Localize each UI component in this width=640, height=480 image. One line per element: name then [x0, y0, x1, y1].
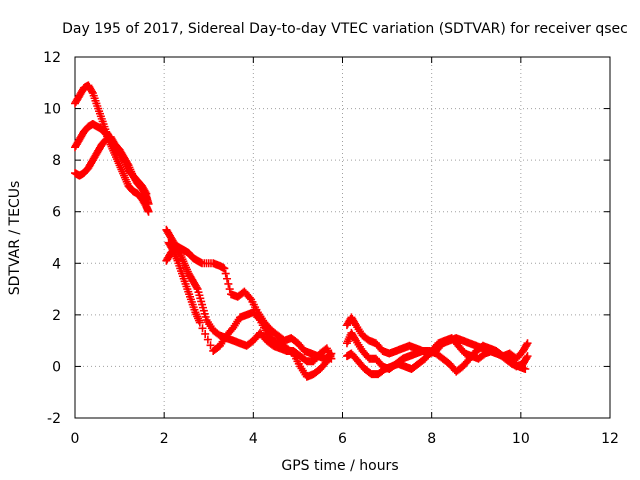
- data-point: [206, 341, 215, 350]
- x-axis-label: GPS time / hours: [281, 458, 398, 474]
- data-point: [144, 207, 153, 216]
- data-point: [326, 351, 335, 360]
- data-points: [71, 81, 532, 381]
- data-point: [521, 365, 530, 374]
- data-point: [254, 314, 263, 323]
- x-tick-label: 6: [338, 431, 347, 447]
- data-point: [223, 274, 232, 283]
- data-point: [245, 293, 254, 302]
- y-tick-label: 6: [52, 205, 61, 221]
- x-tick-label: 10: [512, 431, 530, 447]
- y-tick-label: 2: [52, 308, 61, 324]
- y-tick-label: 12: [43, 50, 61, 66]
- series-2: [71, 120, 153, 216]
- y-tick-label: 10: [43, 102, 61, 118]
- y-tick-label: -2: [47, 411, 61, 427]
- data-point: [201, 329, 210, 338]
- data-point: [198, 324, 207, 333]
- data-point: [523, 339, 532, 348]
- data-point: [224, 279, 233, 288]
- y-axis-label: SDTVAR / TECUs: [7, 181, 23, 296]
- series-6: [164, 238, 336, 381]
- data-point: [123, 159, 132, 168]
- data-point: [142, 189, 151, 198]
- data-point: [523, 352, 532, 361]
- data-point: [192, 283, 201, 292]
- data-point: [522, 340, 531, 349]
- data-point: [87, 87, 96, 96]
- data-point: [168, 244, 177, 253]
- series-4: [162, 225, 334, 363]
- data-point: [522, 353, 531, 362]
- series-9: [342, 334, 530, 379]
- x-tick-label: 4: [249, 431, 258, 447]
- y-tick-label: 4: [52, 256, 61, 272]
- data-point: [220, 264, 229, 273]
- x-tick-label: 0: [71, 431, 80, 447]
- data-point: [141, 188, 150, 197]
- chart-title: Day 195 of 2017, Sidereal Day-to-day VTE…: [62, 21, 628, 37]
- data-point: [225, 285, 234, 294]
- data-point: [195, 318, 204, 327]
- x-tick-label: 8: [427, 431, 436, 447]
- series-3: [71, 132, 151, 198]
- x-tick-label: 2: [160, 431, 169, 447]
- x-tick-label: 12: [601, 431, 619, 447]
- data-point: [221, 269, 230, 278]
- grid-lines: [75, 57, 610, 418]
- axis-ticks: 0 2 4 6 8 10 12 -2 0 2 4 6 8 10 12: [43, 50, 619, 447]
- y-tick-label: 8: [52, 153, 61, 169]
- y-tick-label: 0: [52, 359, 61, 375]
- data-point: [327, 349, 336, 358]
- data-point: [203, 335, 212, 344]
